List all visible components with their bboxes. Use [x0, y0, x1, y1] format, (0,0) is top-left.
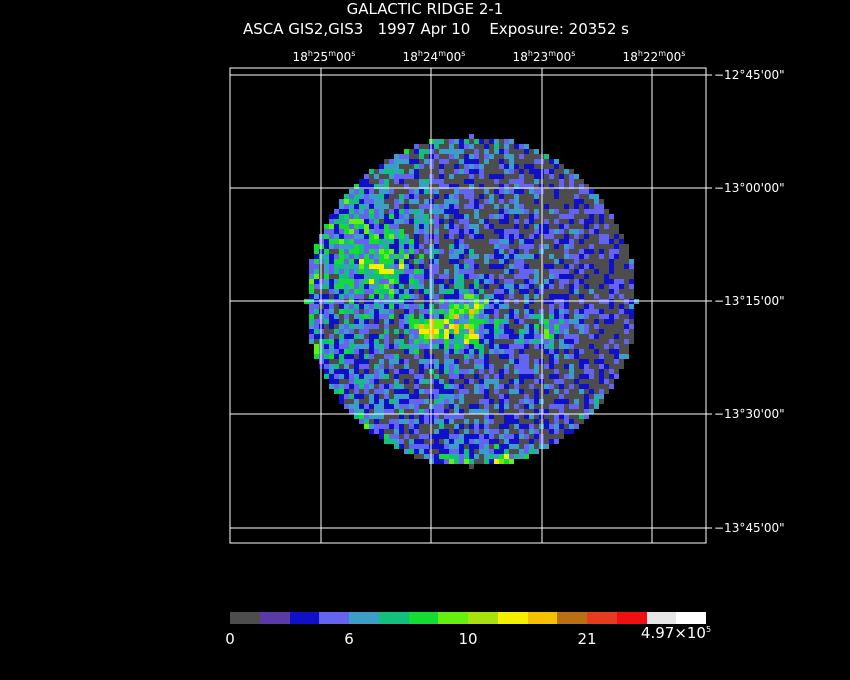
- ra-label-18h22m: 18h22m00s: [622, 49, 686, 64]
- colorbar-swatch: [408, 612, 439, 624]
- colorbar-swatch: [557, 612, 587, 624]
- colorbar-swatch: [587, 612, 617, 624]
- colorbar-swatch: [646, 612, 677, 624]
- colorbar-label-0: 0: [225, 630, 235, 648]
- plot-title: GALACTIC RIDGE 2-1: [346, 0, 504, 18]
- ra-label-18h23m: 18h23m00s: [512, 49, 576, 64]
- dec-label-1: −12°45'00": [714, 68, 785, 82]
- plot-subtitle: ASCA GIS2,GIS3 1997 Apr 10 Exposure: 203…: [243, 20, 629, 38]
- colorbar-swatch: [468, 612, 498, 624]
- colorbar-label-10: 10: [458, 630, 478, 648]
- colorbar-swatch: [616, 612, 647, 624]
- dec-label-3: −13°15'00": [714, 294, 785, 308]
- dec-label-2: −13°00'00": [714, 181, 785, 195]
- dec-label-5: −13°45'00": [714, 521, 785, 535]
- colorbar-swatch: [259, 612, 290, 624]
- coordinate-grid: [230, 68, 712, 543]
- colorbar-swatch: [349, 612, 379, 624]
- colorbar-swatch: [438, 612, 468, 624]
- plot-frame: [229, 67, 707, 544]
- colorbar-swatch: [378, 612, 409, 624]
- ra-label-18h25m: 18h25m00s: [292, 49, 356, 64]
- colorbar-swatch: [497, 612, 528, 624]
- colorbar-label-21: 21: [577, 630, 597, 648]
- colorbar-swatch: [676, 612, 706, 624]
- colorbar-label-max: 4.97×105: [640, 624, 712, 642]
- colorbar-swatch: [319, 612, 349, 624]
- x-ray-image-field: [304, 134, 639, 469]
- colorbar-swatch: [230, 612, 260, 624]
- colorbar: [230, 612, 706, 624]
- dec-label-4: −13°30'00": [714, 407, 785, 421]
- ra-label-18h24m: 18h24m00s: [402, 49, 466, 64]
- colorbar-label-6: 6: [344, 630, 354, 648]
- colorbar-swatch: [527, 612, 558, 624]
- colorbar-swatch: [289, 612, 320, 624]
